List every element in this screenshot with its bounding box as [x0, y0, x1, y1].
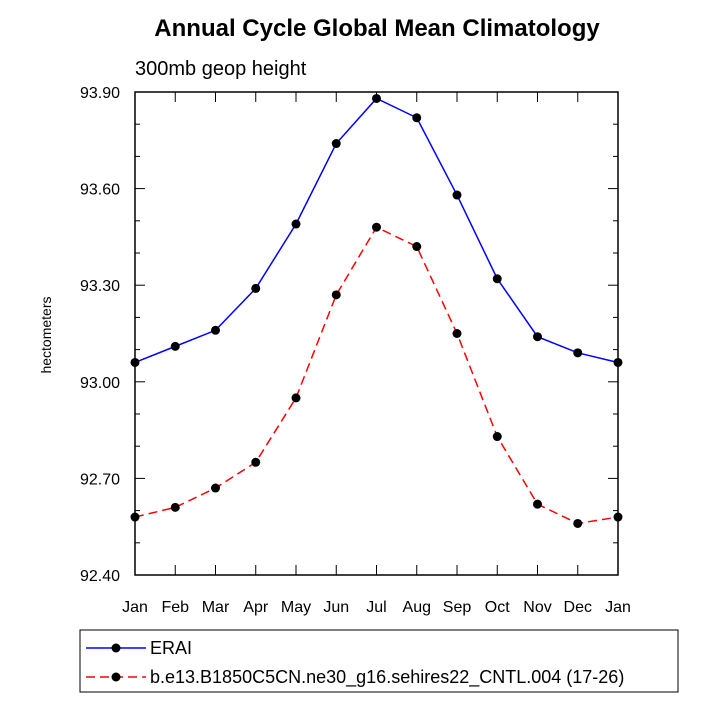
series-line	[134, 226, 619, 525]
data-point	[412, 113, 422, 123]
legend-marker	[111, 643, 121, 653]
data-point	[211, 483, 220, 493]
data-point	[291, 219, 301, 229]
x-tick-label: Apr	[243, 599, 269, 616]
data-point	[372, 93, 381, 103]
x-tick-label: Nov	[523, 599, 551, 616]
x-tick-label: Mar	[202, 599, 230, 616]
data-point	[412, 242, 422, 252]
legend-layer: ERAI b.e13.B1850C5CN.ne30_g16.sehires22_C…	[86, 638, 624, 688]
y-tick-label: 92.40	[80, 568, 120, 585]
x-tick-label: Jan	[605, 599, 631, 616]
legend-marker	[111, 672, 121, 682]
y-axis-label: hectometers	[38, 296, 54, 373]
y-tick-label: 92.70	[80, 471, 120, 488]
data-point	[331, 290, 341, 300]
legend-label: b.e13.B1850C5CN.ne30_g16.sehires22_CNTL.…	[150, 667, 624, 688]
chart-subtitle: 300mb geop height	[135, 58, 307, 80]
data-point	[573, 518, 583, 528]
legend-label: ERAI	[150, 638, 192, 658]
x-tick-label: Oct	[485, 599, 510, 616]
x-tick-label: May	[281, 599, 311, 616]
plot-layer: Jan Feb Mar Apr May Jun Jul Aug Sep Oct Nov Dec Jan9…	[80, 85, 631, 616]
data-point	[452, 329, 462, 338]
data-point	[291, 393, 301, 403]
y-tick-label: 93.00	[80, 375, 120, 392]
data-point	[372, 222, 381, 232]
data-point	[573, 348, 583, 358]
x-tick-label: Sep	[443, 599, 472, 616]
data-point	[251, 283, 261, 293]
data-point	[251, 457, 261, 467]
x-tick-label: Jan	[122, 599, 148, 616]
x-tick-label: Feb	[161, 599, 189, 616]
data-point	[331, 139, 341, 149]
data-point	[211, 325, 220, 335]
data-point	[452, 190, 462, 200]
plot-frame	[134, 91, 619, 576]
y-tick-label: 93.30	[80, 278, 120, 295]
data-point	[492, 274, 502, 284]
data-point	[492, 432, 502, 442]
legend	[79, 629, 679, 693]
x-tick-label: Jun	[323, 599, 349, 616]
chart-title: Annual Cycle Global Mean Climatology	[154, 15, 600, 42]
x-tick-label: Dec	[564, 599, 592, 616]
data-point	[533, 499, 542, 509]
data-point	[170, 502, 180, 512]
data-point	[533, 332, 542, 342]
x-tick-label: Aug	[403, 599, 431, 616]
data-point	[170, 341, 180, 351]
x-tick-label: Jul	[366, 599, 386, 616]
y-tick-label: 93.90	[80, 85, 120, 102]
y-tick-label: 93.60	[80, 182, 120, 199]
